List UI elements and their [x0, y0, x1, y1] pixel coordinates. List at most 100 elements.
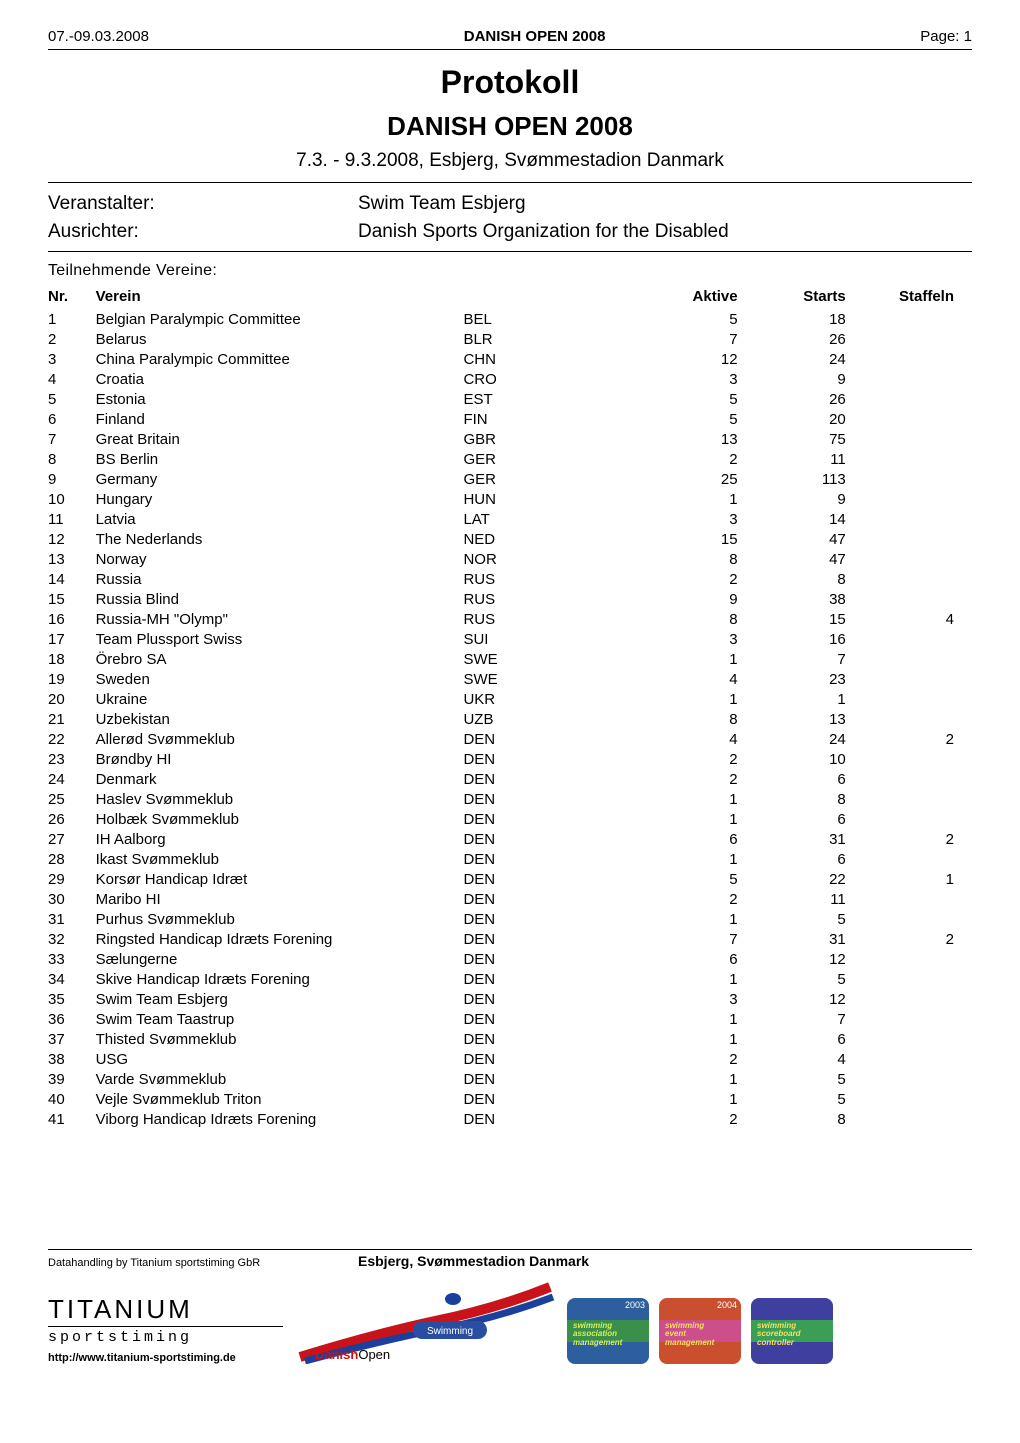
- cell-starts: 26: [756, 389, 864, 409]
- table-row: 37Thisted SvømmeklubDEN16: [48, 1029, 972, 1049]
- cell-staffeln: 2: [864, 829, 972, 849]
- table-row: 9GermanyGER25113: [48, 469, 972, 489]
- cell-code: SUI: [463, 629, 636, 649]
- cell-code: DEN: [463, 769, 636, 789]
- cell-starts: 7: [756, 649, 864, 669]
- cell-nr: 34: [48, 969, 96, 989]
- cell-staffeln: [864, 429, 972, 449]
- cell-aktive: 2: [637, 1109, 756, 1129]
- cell-code: DEN: [463, 1009, 636, 1029]
- cell-aktive: 13: [637, 429, 756, 449]
- table-row: 13NorwayNOR847: [48, 549, 972, 569]
- cell-staffeln: [864, 889, 972, 909]
- cell-code: DEN: [463, 949, 636, 969]
- cell-nr: 16: [48, 609, 96, 629]
- cell-starts: 9: [756, 489, 864, 509]
- cell-nr: 4: [48, 369, 96, 389]
- cell-code: CHN: [463, 349, 636, 369]
- cell-starts: 47: [756, 529, 864, 549]
- cell-code: DEN: [463, 749, 636, 769]
- cell-name: Swim Team Esbjerg: [96, 989, 464, 1009]
- cell-nr: 18: [48, 649, 96, 669]
- cell-code: RUS: [463, 569, 636, 589]
- table-row: 30Maribo HIDEN211: [48, 889, 972, 909]
- cell-code: UKR: [463, 689, 636, 709]
- table-row: 15Russia BlindRUS938: [48, 589, 972, 609]
- cell-code: DEN: [463, 1029, 636, 1049]
- cell-name: Belarus: [96, 329, 464, 349]
- cell-starts: 8: [756, 569, 864, 589]
- cell-name: BS Berlin: [96, 449, 464, 469]
- cell-aktive: 4: [637, 729, 756, 749]
- label-ausrichter: Ausrichter:: [48, 221, 358, 243]
- cell-starts: 8: [756, 789, 864, 809]
- footer-badge: swimmingassociationmanagement2003: [567, 1298, 649, 1364]
- cell-staffeln: 1: [864, 869, 972, 889]
- footer-rule: [48, 1249, 972, 1250]
- cell-starts: 26: [756, 329, 864, 349]
- cell-aktive: 5: [637, 409, 756, 429]
- badge-line: management: [665, 1339, 714, 1347]
- cell-nr: 12: [48, 529, 96, 549]
- cell-staffeln: [864, 409, 972, 429]
- cell-starts: 11: [756, 889, 864, 909]
- vereine-table: Nr. Verein Aktive Starts Staffeln 1Belgi…: [48, 286, 972, 1129]
- col-nr: Nr.: [48, 286, 96, 309]
- cell-name: Belgian Paralympic Committee: [96, 309, 464, 329]
- cell-aktive: 7: [637, 929, 756, 949]
- table-row: 29Korsør Handicap IdrætDEN5221: [48, 869, 972, 889]
- cell-staffeln: [864, 489, 972, 509]
- cell-starts: 12: [756, 949, 864, 969]
- table-row: 3China Paralympic CommitteeCHN1224: [48, 349, 972, 369]
- cell-starts: 12: [756, 989, 864, 1009]
- cell-starts: 6: [756, 769, 864, 789]
- cell-starts: 20: [756, 409, 864, 429]
- cell-code: FIN: [463, 409, 636, 429]
- cell-staffeln: [864, 369, 972, 389]
- cell-code: DEN: [463, 869, 636, 889]
- cell-code: GER: [463, 449, 636, 469]
- cell-code: DEN: [463, 1109, 636, 1129]
- titanium-brand: TITANIUM: [48, 1294, 283, 1327]
- cell-name: Russia: [96, 569, 464, 589]
- cell-aktive: 1: [637, 1029, 756, 1049]
- cell-staffeln: [864, 809, 972, 829]
- cell-code: DEN: [463, 1049, 636, 1069]
- footer-badge: swimmingeventmanagement2004: [659, 1298, 741, 1364]
- cell-staffeln: [864, 969, 972, 989]
- cell-code: DEN: [463, 989, 636, 1009]
- cell-nr: 17: [48, 629, 96, 649]
- cell-name: Latvia: [96, 509, 464, 529]
- table-row: 1Belgian Paralympic CommitteeBEL518: [48, 309, 972, 329]
- cell-starts: 7: [756, 1009, 864, 1029]
- value-veranstalter: Swim Team Esbjerg: [358, 193, 526, 215]
- table-row: 16Russia-MH "Olymp"RUS8154: [48, 609, 972, 629]
- cell-name: Great Britain: [96, 429, 464, 449]
- cell-staffeln: [864, 1029, 972, 1049]
- cell-name: The Nederlands: [96, 529, 464, 549]
- cell-name: Germany: [96, 469, 464, 489]
- table-row: 4CroatiaCRO39: [48, 369, 972, 389]
- cell-name: Brøndby HI: [96, 749, 464, 769]
- cell-staffeln: [864, 849, 972, 869]
- cell-starts: 38: [756, 589, 864, 609]
- cell-nr: 11: [48, 509, 96, 529]
- cell-name: China Paralympic Committee: [96, 349, 464, 369]
- titanium-sub: sportstiming: [48, 1329, 283, 1346]
- rule-below-info: [48, 251, 972, 252]
- cell-code: RUS: [463, 609, 636, 629]
- cell-aktive: 3: [637, 369, 756, 389]
- cell-code: GER: [463, 469, 636, 489]
- page-footer: Datahandling by Titanium sportstiming Gb…: [48, 1249, 972, 1364]
- cell-starts: 6: [756, 1029, 864, 1049]
- cell-aktive: 2: [637, 769, 756, 789]
- cell-staffeln: [864, 649, 972, 669]
- cell-starts: 18: [756, 309, 864, 329]
- table-row: 36Swim Team TaastrupDEN17: [48, 1009, 972, 1029]
- table-row: 7Great BritainGBR1375: [48, 429, 972, 449]
- badge-line: management: [573, 1339, 622, 1347]
- cell-nr: 36: [48, 1009, 96, 1029]
- cell-starts: 22: [756, 869, 864, 889]
- cell-code: BEL: [463, 309, 636, 329]
- cell-starts: 9: [756, 369, 864, 389]
